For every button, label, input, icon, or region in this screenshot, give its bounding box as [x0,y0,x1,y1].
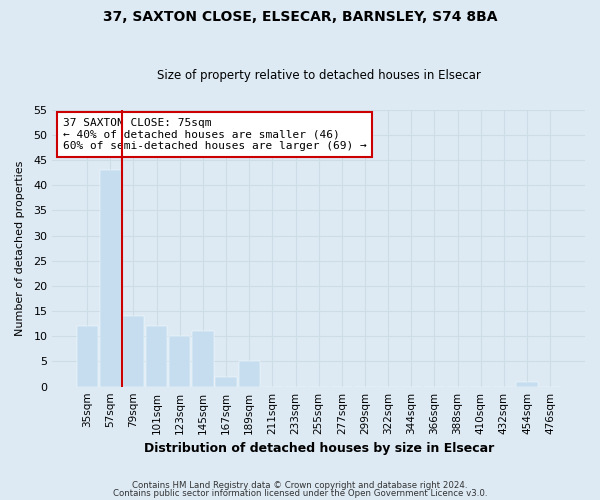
Bar [146,326,167,386]
Y-axis label: Number of detached properties: Number of detached properties [15,160,25,336]
Bar [239,362,260,386]
Bar [100,170,121,386]
Text: 37, SAXTON CLOSE, ELSECAR, BARNSLEY, S74 8BA: 37, SAXTON CLOSE, ELSECAR, BARNSLEY, S74… [103,10,497,24]
X-axis label: Distribution of detached houses by size in Elsecar: Distribution of detached houses by size … [143,442,494,455]
Bar [123,316,144,386]
Bar [77,326,98,386]
Bar [169,336,190,386]
Bar [215,376,237,386]
Text: Contains public sector information licensed under the Open Government Licence v3: Contains public sector information licen… [113,488,487,498]
Text: Contains HM Land Registry data © Crown copyright and database right 2024.: Contains HM Land Registry data © Crown c… [132,481,468,490]
Bar [517,382,538,386]
Title: Size of property relative to detached houses in Elsecar: Size of property relative to detached ho… [157,69,481,82]
Bar [192,332,214,386]
Text: 37 SAXTON CLOSE: 75sqm
← 40% of detached houses are smaller (46)
60% of semi-det: 37 SAXTON CLOSE: 75sqm ← 40% of detached… [63,118,367,151]
